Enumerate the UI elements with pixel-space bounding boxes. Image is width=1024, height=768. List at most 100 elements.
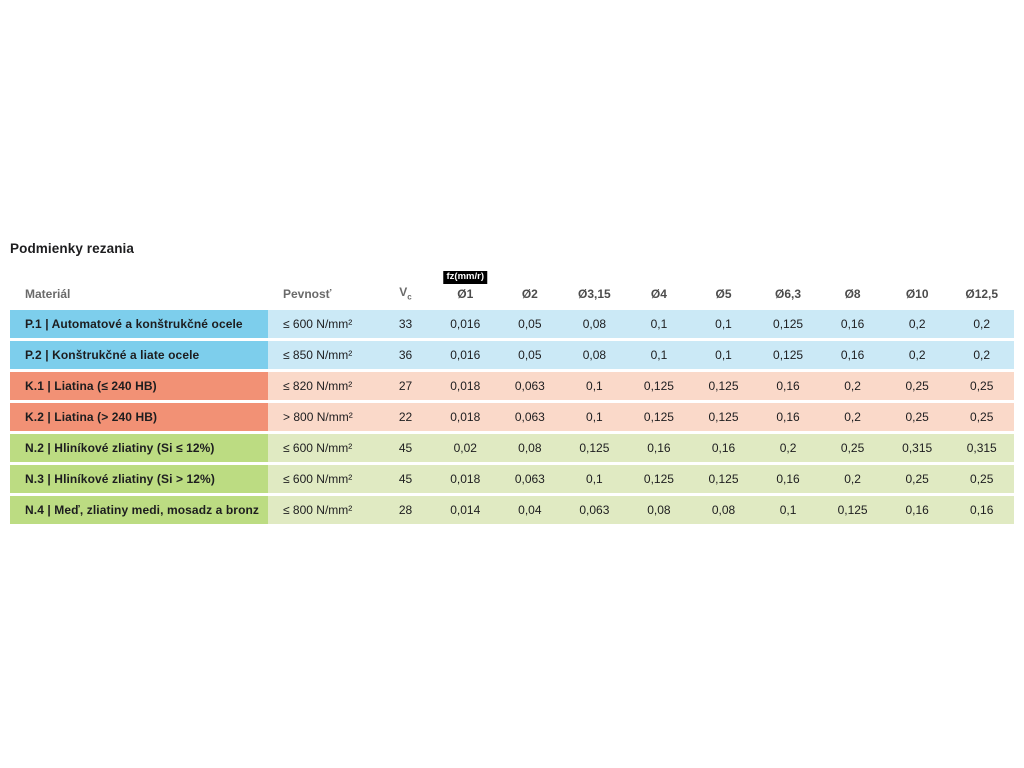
- strength-cell: ≤ 600 N/mm²: [268, 310, 378, 338]
- fz-cell: 0,1: [691, 341, 756, 369]
- table-row: P.2 | Konštrukčné a liate ocele ≤ 850 N/…: [10, 341, 1014, 369]
- fz-cell: 0,125: [691, 403, 756, 431]
- column-header-d8: Ø10: [905, 287, 929, 301]
- fz-cell: 0,315: [884, 434, 950, 462]
- material-cell: K.2 | Liatina (> 240 HB): [10, 403, 268, 431]
- fz-cell: 0,1: [755, 496, 821, 524]
- vc-cell: 45: [378, 465, 433, 493]
- column-header-d1: fz(mm/r) Ø1: [433, 270, 498, 310]
- column-header-d4: Ø4: [650, 287, 667, 301]
- fz-cell: 0,125: [691, 465, 756, 493]
- fz-cell: 0,25: [949, 403, 1014, 431]
- column-header-d6: Ø6,3: [775, 287, 802, 301]
- fz-cell: 0,2: [820, 465, 885, 493]
- fz-cell: 0,125: [755, 310, 821, 338]
- fz-cell: 0,16: [820, 341, 885, 369]
- material-cell: N.4 | Meď, zliatiny medi, mosadz a bronz: [10, 496, 268, 524]
- fz-cell: 0,1: [626, 310, 692, 338]
- fz-cell: 0,125: [562, 434, 627, 462]
- fz-cell: 0,063: [497, 465, 563, 493]
- fz-cell: 0,1: [562, 372, 627, 400]
- fz-cell: 0,2: [820, 403, 885, 431]
- column-header-d3: Ø3,15: [578, 287, 611, 301]
- material-cell: K.1 | Liatina (≤ 240 HB): [10, 372, 268, 400]
- fz-cell: 0,05: [497, 341, 563, 369]
- fz-unit-badge: fz(mm/r): [443, 270, 488, 284]
- table-row: P.1 | Automatové a konštrukčné ocele ≤ 6…: [10, 310, 1014, 338]
- fz-cell: 0,063: [497, 403, 563, 431]
- fz-cell: 0,16: [626, 434, 692, 462]
- strength-cell: ≤ 600 N/mm²: [268, 434, 378, 462]
- strength-cell: ≤ 820 N/mm²: [268, 372, 378, 400]
- fz-cell: 0,125: [691, 372, 756, 400]
- vc-cell: 27: [378, 372, 433, 400]
- table-row: K.1 | Liatina (≤ 240 HB) ≤ 820 N/mm² 27 …: [10, 372, 1014, 400]
- fz-cell: 0,16: [884, 496, 950, 524]
- table-row: K.2 | Liatina (> 240 HB) > 800 N/mm² 22 …: [10, 403, 1014, 431]
- fz-cell: 0,08: [626, 496, 692, 524]
- fz-cell: 0,2: [820, 372, 885, 400]
- fz-cell: 0,1: [562, 465, 627, 493]
- strength-cell: > 800 N/mm²: [268, 403, 378, 431]
- fz-cell: 0,16: [691, 434, 756, 462]
- fz-cell: 0,2: [755, 434, 821, 462]
- fz-cell: 0,125: [626, 372, 692, 400]
- vc-cell: 33: [378, 310, 433, 338]
- column-header-d2: Ø2: [521, 287, 538, 301]
- table-body: P.1 | Automatové a konštrukčné ocele ≤ 6…: [10, 310, 1014, 524]
- strength-cell: ≤ 850 N/mm²: [268, 341, 378, 369]
- table-row: N.4 | Meď, zliatiny medi, mosadz a bronz…: [10, 496, 1014, 524]
- fz-cell: 0,16: [755, 403, 821, 431]
- material-cell: P.1 | Automatové a konštrukčné ocele: [10, 310, 268, 338]
- table-row: N.2 | Hliníkové zliatiny (Si ≤ 12%) ≤ 60…: [10, 434, 1014, 462]
- table-row: N.3 | Hliníkové zliatiny (Si > 12%) ≤ 60…: [10, 465, 1014, 493]
- fz-cell: 0,25: [884, 403, 950, 431]
- fz-cell: 0,014: [433, 496, 498, 524]
- strength-cell: ≤ 600 N/mm²: [268, 465, 378, 493]
- vc-cell: 22: [378, 403, 433, 431]
- vc-cell: 36: [378, 341, 433, 369]
- fz-cell: 0,063: [562, 496, 627, 524]
- fz-cell: 0,2: [884, 310, 950, 338]
- page-title: Podmienky rezania: [10, 241, 134, 256]
- fz-cell: 0,018: [433, 403, 498, 431]
- column-header-d7: Ø8: [844, 287, 861, 301]
- vc-cell: 45: [378, 434, 433, 462]
- fz-cell: 0,018: [433, 465, 498, 493]
- fz-cell: 0,018: [433, 372, 498, 400]
- cutting-conditions-section: Podmienky rezania Materiál Pevnosť Vc fz…: [10, 241, 1014, 524]
- fz-cell: 0,125: [820, 496, 885, 524]
- material-cell: N.3 | Hliníkové zliatiny (Si > 12%): [10, 465, 268, 493]
- material-cell: P.2 | Konštrukčné a liate ocele: [10, 341, 268, 369]
- strength-cell: ≤ 800 N/mm²: [268, 496, 378, 524]
- fz-cell: 0,16: [820, 310, 885, 338]
- fz-cell: 0,08: [562, 341, 627, 369]
- fz-cell: 0,16: [949, 496, 1014, 524]
- fz-cell: 0,25: [820, 434, 885, 462]
- fz-cell: 0,315: [949, 434, 1014, 462]
- material-cell: N.2 | Hliníkové zliatiny (Si ≤ 12%): [10, 434, 268, 462]
- fz-cell: 0,25: [884, 465, 950, 493]
- fz-cell: 0,125: [626, 403, 692, 431]
- fz-cell: 0,16: [755, 465, 821, 493]
- fz-cell: 0,125: [755, 341, 821, 369]
- fz-cell: 0,125: [626, 465, 692, 493]
- column-header-vc: Vc: [399, 284, 412, 301]
- fz-cell: 0,1: [626, 341, 692, 369]
- fz-cell: 0,16: [755, 372, 821, 400]
- fz-cell: 0,2: [949, 310, 1014, 338]
- fz-cell: 0,02: [433, 434, 498, 462]
- fz-cell: 0,08: [691, 496, 756, 524]
- fz-cell: 0,1: [562, 403, 627, 431]
- column-header-material: Materiál: [25, 287, 71, 301]
- fz-cell: 0,05: [497, 310, 563, 338]
- fz-cell: 0,016: [433, 310, 498, 338]
- table-header-row: Materiál Pevnosť Vc fz(mm/r) Ø1 Ø2 Ø3,15…: [10, 268, 1014, 310]
- vc-cell: 28: [378, 496, 433, 524]
- fz-cell: 0,2: [949, 341, 1014, 369]
- fz-cell: 0,063: [497, 372, 563, 400]
- fz-cell: 0,25: [949, 465, 1014, 493]
- fz-cell: 0,08: [562, 310, 627, 338]
- column-header-d5: Ø5: [715, 287, 732, 301]
